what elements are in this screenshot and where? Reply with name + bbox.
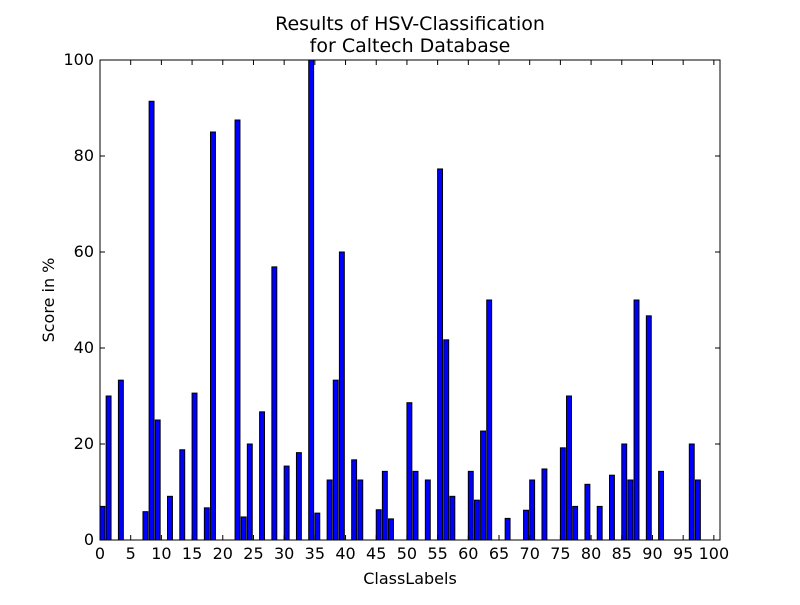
bar-class-47: [388, 518, 394, 541]
x-tick-label-100: 100: [699, 544, 730, 563]
bar-class-42: [357, 479, 364, 541]
bar-class-76: [566, 395, 572, 541]
bar-class-72: [541, 468, 548, 541]
bar-class-60: [467, 470, 474, 541]
bar-class-46: [381, 470, 388, 541]
bar-class-38: [332, 379, 339, 541]
x-tick-label-0: 0: [95, 544, 105, 563]
bar-class-24: [246, 443, 253, 541]
bar-class-39: [338, 251, 345, 541]
bar-class-97: [694, 479, 701, 541]
bar-class-53: [424, 479, 431, 541]
bar-class-34: [308, 59, 315, 541]
bar-class-45: [375, 509, 382, 541]
x-tick-label-55: 55: [427, 544, 447, 563]
bar-class-51: [412, 470, 419, 541]
bar-class-0: [99, 505, 106, 541]
y-tick-label-0: 0: [84, 530, 94, 549]
bar-class-87: [633, 299, 640, 541]
bar-class-79: [584, 483, 591, 541]
x-tick-label-40: 40: [335, 544, 355, 563]
bar-class-89: [645, 315, 652, 541]
x-tick-label-15: 15: [182, 544, 202, 563]
bar-class-26: [259, 411, 266, 541]
x-tick-label-70: 70: [520, 544, 540, 563]
bar-class-32: [295, 452, 302, 541]
bar-class-69: [523, 509, 529, 541]
bar-class-81: [596, 505, 603, 541]
bar-class-3: [117, 379, 124, 541]
x-tick-label-5: 5: [126, 544, 136, 563]
x-tick-label-75: 75: [550, 544, 570, 563]
bar-class-66: [504, 517, 511, 541]
bar-class-70: [529, 479, 536, 541]
x-tick-label-25: 25: [243, 544, 263, 563]
bar-class-41: [351, 459, 358, 541]
x-tick-label-85: 85: [612, 544, 632, 563]
ticks-layer: 0 5 10 15 20 25 30 35 40 45 50 55 60 65 70 75 80 85 90 95 10…: [63, 50, 729, 563]
bar-class-17: [203, 507, 210, 541]
bar-class-22: [234, 119, 241, 541]
bar-class-15: [191, 392, 198, 541]
bar-class-96: [688, 443, 695, 541]
y-tick-label-20: 20: [74, 434, 94, 453]
chart-title-line-2: for Caltech Database: [310, 35, 511, 57]
bar-class-77: [572, 505, 579, 541]
plot-frame: [99, 59, 721, 541]
bar-class-7: [142, 511, 149, 541]
bar-class-1: [105, 395, 112, 541]
bar-class-55: [437, 168, 444, 541]
bar-class-91: [658, 470, 665, 541]
bar-class-56: [443, 339, 450, 541]
x-tick-label-10: 10: [151, 544, 171, 563]
y-tick-label-60: 60: [74, 242, 94, 261]
bar-class-85: [621, 443, 628, 541]
x-axis-label: ClassLabels: [363, 569, 457, 588]
x-tick-label-45: 45: [366, 544, 386, 563]
bar-class-75: [559, 447, 566, 541]
bar-class-50: [406, 402, 413, 541]
bar-class-18: [210, 131, 216, 541]
bar-class-86: [627, 479, 634, 541]
x-tick-label-90: 90: [642, 544, 662, 563]
bar-class-57: [449, 495, 456, 541]
y-axis-label: Score in %: [39, 258, 58, 343]
bar-class-61: [473, 499, 480, 541]
bar-class-30: [283, 465, 290, 541]
x-tick-label-20: 20: [213, 544, 233, 563]
bar-class-35: [314, 512, 321, 541]
x-tick-label-65: 65: [489, 544, 509, 563]
y-tick-label-80: 80: [74, 146, 94, 165]
bar-class-23: [240, 516, 247, 541]
x-tick-label-30: 30: [274, 544, 294, 563]
bar-class-83: [609, 474, 615, 541]
bar-class-28: [271, 266, 278, 541]
bar-class-37: [326, 479, 333, 541]
x-tick-label-60: 60: [458, 544, 478, 563]
bar-class-11: [167, 495, 173, 541]
bar-class-62: [480, 430, 486, 541]
bar-class-63: [486, 299, 493, 541]
bar-class-13: [179, 449, 186, 541]
y-tick-label-100: 100: [63, 50, 94, 69]
x-tick-label-95: 95: [673, 544, 693, 563]
bar-class-9: [154, 419, 161, 541]
x-tick-label-50: 50: [397, 544, 417, 563]
y-tick-label-40: 40: [74, 338, 94, 357]
bar-class-8: [148, 100, 155, 541]
x-tick-label-35: 35: [305, 544, 325, 563]
chart-title-line-1: Results of HSV-Classification: [275, 13, 545, 35]
x-tick-label-80: 80: [581, 544, 601, 563]
